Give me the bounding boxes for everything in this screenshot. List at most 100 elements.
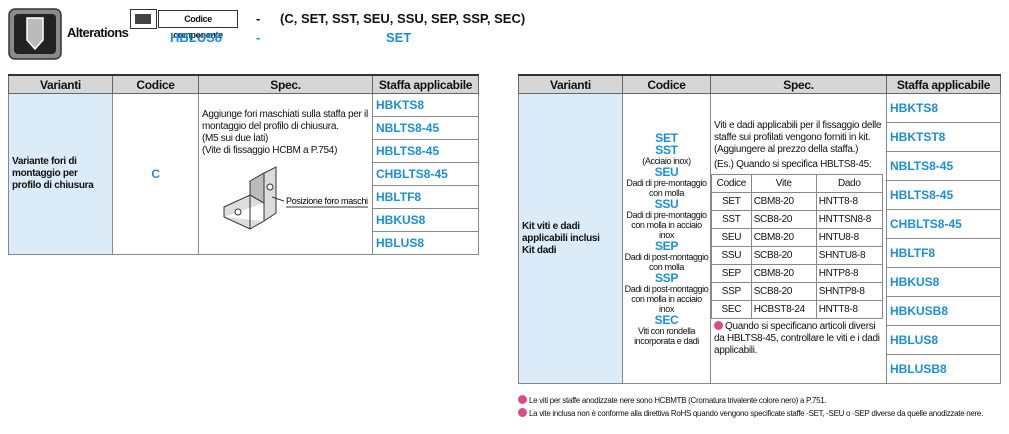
row: HBKTST8 — [519, 122, 1001, 152]
leader — [271, 196, 285, 202]
row: Kit viti e dadi applicabili inclusi Kit d… — [518, 93, 1001, 384]
bracket-code: HBKUS8 — [372, 208, 479, 232]
row: HBLUS8 — [519, 325, 1001, 355]
row: HBKUS8 — [519, 267, 1001, 297]
kit-column: Codice — [711, 174, 752, 193]
variant-line: Kit viti e dadi applicabili inclusi — [522, 220, 600, 244]
dash: - — [256, 11, 261, 26]
code: SST — [655, 142, 678, 157]
code: SEC — [654, 312, 679, 327]
note-icon — [518, 408, 527, 417]
kit-cell: SHNTU8-8 — [815, 246, 884, 265]
kit-cell: HNTU8-8 — [815, 228, 884, 247]
badge-icon — [130, 9, 157, 29]
bracket-code: NBLTS8-45 — [886, 151, 1001, 181]
bracket-code: HBKTS8 — [886, 93, 1001, 123]
column-header: Staffa applicabile — [886, 74, 1001, 94]
row: HBLTS8-45 — [9, 139, 479, 163]
row: HBKUSB8 — [519, 296, 1001, 326]
kit-row: SSP SCB8-20 SHNTP8-8 — [711, 282, 884, 301]
row: HBLUSB8 — [519, 354, 1001, 384]
table-left: Varianti Codice Spec. Staffa applicabile Var… — [8, 74, 479, 255]
kit-cell: CBM8-20 — [750, 228, 817, 247]
bracket-code: HBLUS8 — [372, 231, 479, 255]
kit-cell: SEP — [711, 264, 752, 283]
column-header: Codice — [622, 74, 711, 94]
kit-cell: CBM8-20 — [750, 264, 817, 283]
spec-line: Aggiunge fori maschiati sulla staffa per… — [202, 109, 368, 132]
kit-cell: SSU — [711, 246, 752, 265]
kit-cell: HNTP8-8 — [815, 264, 884, 283]
code: SEU — [654, 164, 679, 179]
kit-cell: SST — [711, 210, 752, 229]
spec: Aggiunge fori maschiati sulla staffa per… — [198, 93, 373, 255]
kit-header: Codice Vite Dado — [711, 174, 884, 193]
row: HBLUS8 — [9, 231, 479, 255]
kit-cell: HNTT8-8 — [815, 300, 884, 319]
kit-cell: SHNTP8-8 — [815, 282, 884, 301]
kit-row: SST SCB8-20 HNTTSN8-8 — [711, 210, 884, 229]
footnote: La vite inclusa non è conforme alla dire… — [518, 408, 983, 418]
header-row: Varianti Codice Spec. Staffa applicabile — [8, 74, 479, 94]
code: SET — [655, 130, 678, 145]
kit-row: SEU CBM8-20 HNTU8-8 — [711, 228, 884, 247]
variant-line: Kit dadi — [522, 244, 557, 256]
code: SEP — [654, 238, 679, 253]
code-desc: Dadi di pre-montaggio con molla — [626, 177, 707, 198]
code: C — [112, 93, 199, 255]
row: HBKUS8 — [9, 208, 479, 232]
codes: SET SST (Acciaio inox) SEU Dadi di pre-monta… — [622, 93, 711, 384]
bracket-code: HBKTS8 — [372, 93, 479, 117]
row: NBLTS8-45 — [9, 116, 479, 140]
bracket-face — [249, 172, 265, 204]
kit-column: Vite — [750, 174, 817, 193]
bracket-code: HBLTF8 — [886, 238, 1001, 268]
code-desc: Dadi di post-montaggio con molla — [624, 251, 709, 272]
row: Variante fori di montaggio per profilo d… — [8, 93, 479, 255]
kit-cell: SCB8-20 — [750, 210, 817, 229]
example-dash: - — [256, 30, 261, 45]
badge: Codice componente — [158, 10, 238, 40]
spec-text: Viti e dadi applicabili per il fissaggio… — [714, 120, 882, 155]
bracket-code: HBLTS8-45 — [372, 139, 479, 163]
image-label: Posizione foro maschi — [286, 196, 368, 206]
table-right: Varianti Codice Spec. Staffa applicabile Kit… — [518, 74, 1001, 384]
note-icon — [714, 321, 723, 330]
column-header: Varianti — [8, 74, 113, 94]
row: NBLTS8-45 — [519, 151, 1001, 181]
column-header: Spec. — [198, 74, 373, 94]
bracket-code: HBLTS8-45 — [886, 180, 1001, 210]
kit-column: Dado — [815, 174, 884, 193]
bracket-illustration: Posizione foro maschi — [223, 166, 368, 230]
bracket-code: HBLUSB8 — [886, 354, 1001, 384]
hole — [266, 183, 274, 191]
kit-row: SEP CBM8-20 HNTP8-8 — [711, 264, 884, 283]
column-header: Spec. — [710, 74, 887, 94]
header-row: Varianti Codice Spec. Staffa applicabile — [518, 74, 1001, 94]
kit-cell: SCB8-20 — [750, 246, 817, 265]
bracket-shape — [223, 166, 277, 230]
title: Alterations — [67, 25, 129, 40]
kit-cell: HNTTSN8-8 — [815, 210, 884, 229]
footnote-text: La vite inclusa non è conforme alla dire… — [529, 409, 984, 418]
kit-cell: SCB8-20 — [750, 282, 817, 301]
bracket-code: HBKTST8 — [886, 122, 1001, 152]
note-icon — [518, 395, 527, 404]
footnote: Le viti per staffe anodizzate nere sono … — [518, 395, 827, 405]
bracket-code: HBKUS8 — [886, 267, 1001, 297]
kit-cell: CBM8-20 — [750, 192, 817, 211]
note-text: Quando si specificano articoli diversi d… — [714, 321, 880, 356]
kit-cell: SEU — [711, 228, 752, 247]
variant: Variante fori di montaggio per profilo d… — [8, 93, 113, 255]
kit-cell: HNTT8-8 — [815, 192, 884, 211]
example-code: SET — [386, 30, 412, 45]
row: HBLTF8 — [519, 238, 1001, 268]
code: SSU — [654, 196, 679, 211]
options: (C, SET, SST, SEU, SSU, SEP, SSP, SEC) — [280, 11, 526, 26]
kit-row: SET CBM8-20 HNTT8-8 — [711, 192, 884, 211]
row: CHBLTS8-45 — [9, 162, 479, 186]
kit-cell: SSP — [711, 282, 752, 301]
column-header: Codice — [112, 74, 199, 94]
column-header: Varianti — [518, 74, 623, 94]
